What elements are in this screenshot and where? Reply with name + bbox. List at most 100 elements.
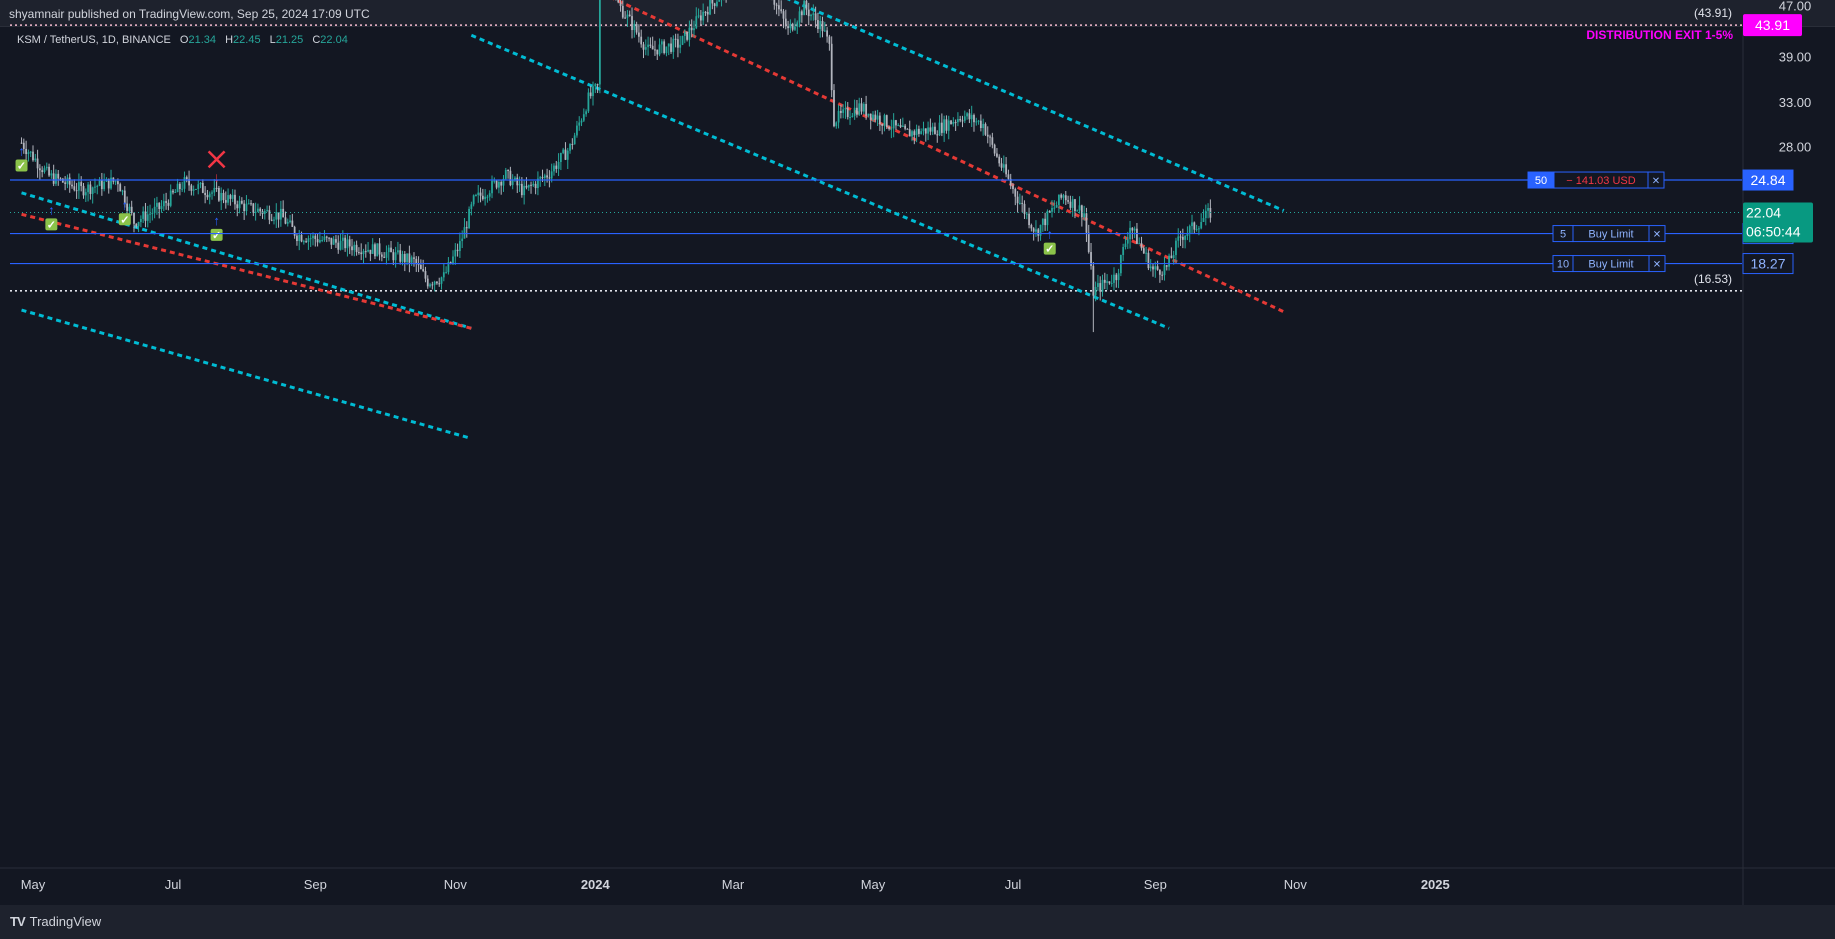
candle bbox=[504, 167, 507, 181]
candle bbox=[555, 160, 558, 173]
candle-body bbox=[139, 218, 142, 223]
candle bbox=[360, 243, 363, 261]
candle-body bbox=[979, 120, 982, 129]
sell-signal-cross-icon[interactable]: ↓ bbox=[207, 150, 226, 184]
candle-body bbox=[998, 156, 1001, 164]
candle bbox=[431, 281, 434, 290]
candle-body bbox=[156, 202, 158, 207]
candle bbox=[1041, 218, 1044, 232]
candle bbox=[201, 179, 204, 194]
level-tag-text: 43.91 bbox=[1755, 17, 1790, 33]
candle-body bbox=[123, 190, 126, 204]
buy-limit-order-widget[interactable]: 5 Buy Limit ✕ bbox=[1552, 225, 1666, 243]
candle-body bbox=[282, 208, 285, 218]
candle-body bbox=[98, 179, 101, 186]
candle bbox=[1064, 191, 1067, 206]
order-cancel-button[interactable] bbox=[1648, 225, 1666, 243]
candle-body bbox=[169, 190, 172, 206]
candle-body bbox=[252, 203, 255, 213]
candle-body bbox=[80, 182, 83, 187]
cyan-trend-line[interactable] bbox=[21, 308, 472, 440]
candle-body bbox=[1202, 218, 1205, 223]
candle bbox=[158, 202, 161, 219]
candle bbox=[573, 132, 576, 145]
current-price-value: 22.04 bbox=[1746, 205, 1781, 221]
candle bbox=[417, 256, 420, 273]
candle-body bbox=[819, 21, 822, 30]
candle bbox=[20, 137, 23, 144]
symbol-name[interactable]: KSM / TetherUS, 1D, BINANCE bbox=[17, 34, 171, 46]
candle bbox=[1037, 227, 1040, 242]
candle bbox=[348, 235, 351, 255]
buy-signal-check-icon[interactable]: ↑✓ bbox=[118, 197, 131, 226]
order-tag-box bbox=[1742, 169, 1794, 191]
candle bbox=[1046, 209, 1049, 231]
cyan-trend-line[interactable] bbox=[471, 0, 1285, 212]
cyan-trend-line[interactable] bbox=[470, 33, 1170, 330]
candle bbox=[805, 0, 808, 16]
candle-body bbox=[236, 204, 239, 209]
candle-body bbox=[149, 213, 151, 215]
buy-signal-check-icon[interactable]: ↑✓ bbox=[45, 202, 58, 231]
red-trend-line[interactable] bbox=[471, 0, 1285, 314]
cyan-trend-line[interactable] bbox=[21, 191, 472, 330]
candle-body bbox=[213, 187, 216, 193]
buy-signal-check-icon[interactable]: ↑✓ bbox=[210, 213, 223, 242]
candle bbox=[695, 7, 698, 30]
candle bbox=[316, 233, 319, 247]
buy-limit-order-widget[interactable]: 10 Buy Limit ✕ bbox=[1552, 255, 1666, 273]
candle bbox=[438, 277, 441, 287]
candle-body bbox=[1191, 222, 1193, 227]
candle-body bbox=[385, 252, 388, 258]
candle-body bbox=[1041, 218, 1044, 225]
candle bbox=[945, 115, 948, 134]
candle-body bbox=[231, 194, 234, 199]
candle bbox=[537, 171, 539, 196]
candle-body bbox=[130, 206, 133, 213]
candle bbox=[465, 221, 468, 238]
candle bbox=[890, 119, 893, 139]
price-chart[interactable]: 380.00260.00220.00180.00150.00120.0085.0… bbox=[0, 0, 1835, 905]
candle bbox=[32, 145, 34, 162]
candle-body bbox=[94, 186, 96, 188]
candle-body bbox=[920, 131, 923, 134]
candle bbox=[100, 172, 103, 196]
candle-body bbox=[872, 114, 874, 120]
x-tick-label: Mar bbox=[722, 877, 745, 892]
candle-body bbox=[504, 170, 507, 179]
candle bbox=[934, 122, 936, 135]
candle-body bbox=[48, 166, 50, 176]
current-tag-box bbox=[1743, 202, 1813, 243]
candle-body bbox=[924, 128, 927, 134]
candle-body bbox=[247, 203, 250, 205]
level-text: DISTRIBUTION EXIT 1-5% bbox=[1586, 28, 1733, 42]
candle bbox=[718, 0, 721, 2]
candle-body bbox=[1000, 163, 1003, 168]
candle bbox=[174, 189, 177, 194]
buy-signal-check-icon[interactable]: ↑✓ bbox=[15, 144, 28, 173]
candle bbox=[656, 49, 659, 60]
position-widget[interactable]: 50 − 141.03 USD ✕ bbox=[1527, 171, 1665, 189]
candle bbox=[1181, 228, 1184, 249]
candle-body bbox=[376, 243, 379, 257]
candle bbox=[1113, 267, 1115, 291]
order-cancel-button[interactable] bbox=[1648, 255, 1666, 273]
plot-area[interactable] bbox=[0, 28, 1835, 868]
candle bbox=[559, 152, 562, 171]
candle bbox=[376, 243, 379, 257]
candle bbox=[208, 191, 211, 205]
y-tick-label: 33.00 bbox=[1779, 95, 1812, 110]
candle-body bbox=[78, 182, 80, 191]
candle-body bbox=[199, 182, 202, 185]
candle bbox=[144, 202, 147, 228]
level-tag-box bbox=[1743, 14, 1802, 37]
candle bbox=[284, 211, 287, 225]
candle-body bbox=[1131, 227, 1134, 231]
candle-body bbox=[973, 115, 975, 123]
tradingview-brand[interactable]: TV TradingView bbox=[10, 914, 101, 929]
candles[interactable] bbox=[20, 0, 1212, 302]
candle-body bbox=[1032, 228, 1035, 232]
order-cancel-button[interactable] bbox=[1647, 171, 1665, 189]
candle-body bbox=[635, 23, 638, 33]
candle-body bbox=[211, 192, 213, 194]
